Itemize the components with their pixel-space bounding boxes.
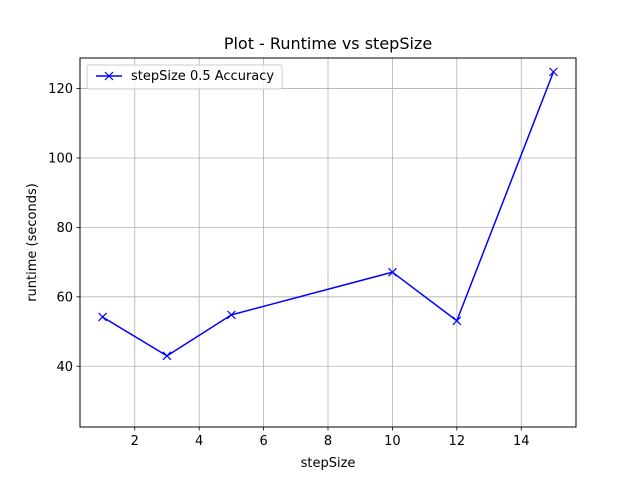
marker-stroke <box>104 71 114 81</box>
legend-box <box>86 64 283 90</box>
data-point-marker <box>98 312 107 322</box>
x-tick-label: 14 <box>513 434 530 449</box>
legend-entry-label: stepSize 0.5 Accuracy <box>131 69 274 84</box>
marker-stroke <box>226 310 236 320</box>
x-tick-label: 8 <box>324 434 332 449</box>
data-point-marker <box>387 267 397 277</box>
series <box>98 67 558 361</box>
legend-marker-glyph <box>104 71 114 81</box>
axis-ticks: 2 4 6 8 10 12 14 40 60 80 100 120 <box>48 82 529 449</box>
marker-stroke <box>452 316 462 326</box>
data-point-marker <box>226 310 236 320</box>
data-point-marker <box>549 67 558 77</box>
y-tick-label: 40 <box>56 360 73 375</box>
x-tick-label: 12 <box>449 434 466 449</box>
marker-stroke <box>98 312 107 322</box>
legend: stepSize 0.5 Accuracy <box>86 64 283 90</box>
data-point-marker <box>162 351 172 361</box>
y-tick-label: 100 <box>48 151 73 166</box>
marker-stroke <box>549 67 558 77</box>
marker-stroke <box>387 267 397 277</box>
x-axis-label: stepSize <box>301 456 356 471</box>
x-tick-label: 10 <box>384 434 401 449</box>
series-line <box>102 71 555 357</box>
y-tick-label: 60 <box>56 290 73 305</box>
chart-title: Plot - Runtime vs stepSize <box>224 34 432 53</box>
y-axis-label: runtime (seconds) <box>25 183 40 302</box>
legend-marker-x <box>104 71 114 81</box>
data-point-marker <box>452 316 462 326</box>
x-tick-label: 6 <box>259 434 267 449</box>
marker-stroke <box>162 351 172 361</box>
x-tick-label: 4 <box>195 434 203 449</box>
y-tick-label: 120 <box>48 82 73 97</box>
x-tick-label: 2 <box>131 434 139 449</box>
y-tick-label: 80 <box>56 221 73 236</box>
